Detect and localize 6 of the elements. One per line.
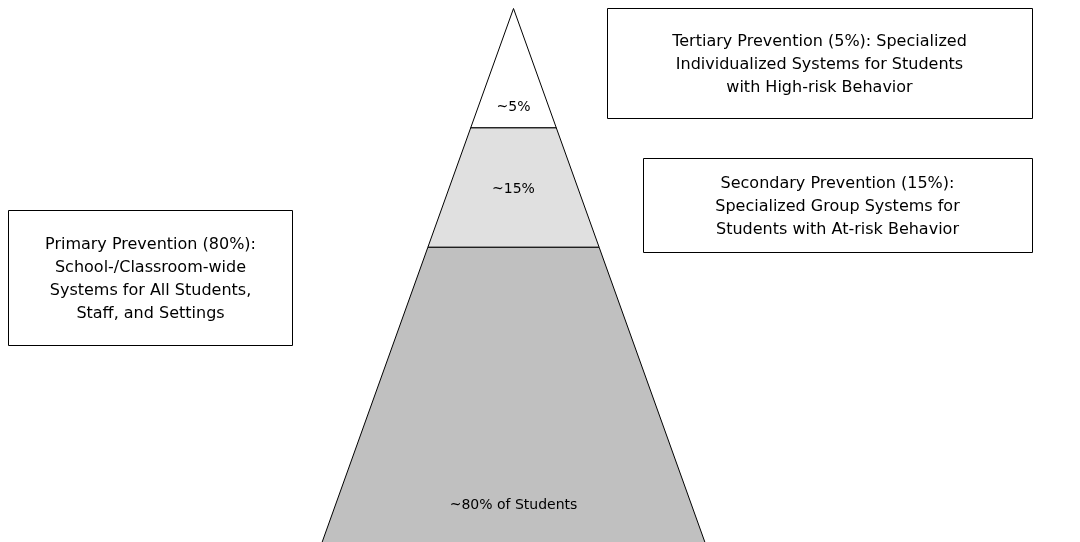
text: Primary Prevention (80%): School-/Classroom-wide Systems for All Students, Staff, and Settings [45, 234, 256, 322]
text: Tertiary Prevention (5%): Specialized Individualized Systems for Students with High-risk Behavior [671, 31, 967, 96]
text: Secondary Prevention (15%): Specialized Group Systems for Students with At-risk Behavior [715, 173, 961, 238]
data-label: ~5% [496, 98, 531, 115]
data-label: ~80% of Students [449, 496, 578, 513]
data-label: ~15% [492, 179, 535, 196]
